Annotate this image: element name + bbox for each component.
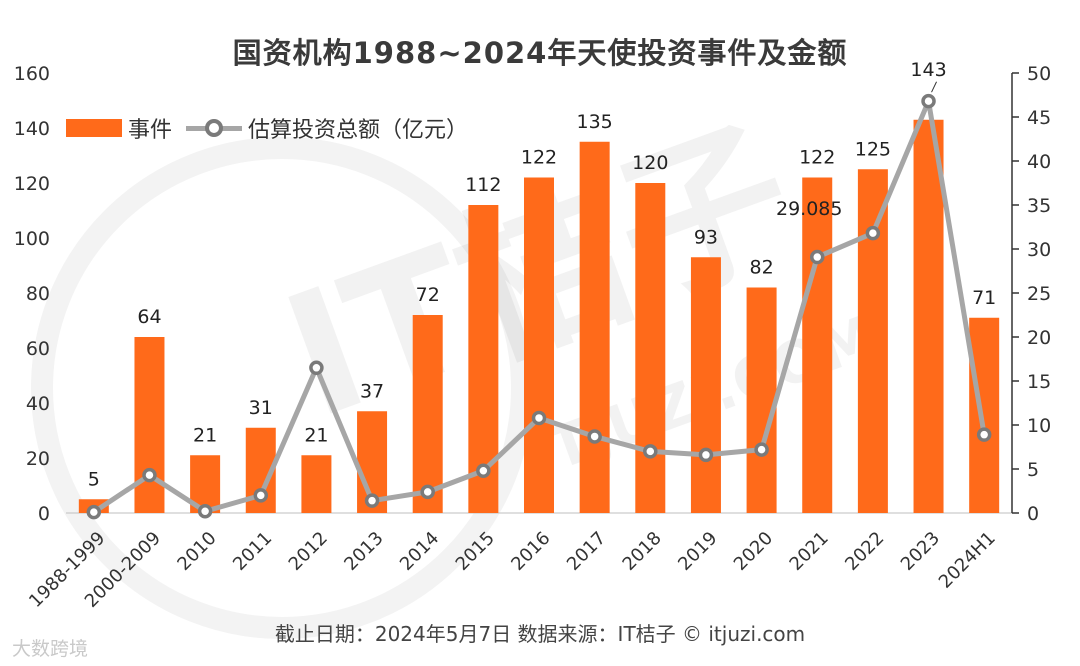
line-point [643,444,658,459]
line-point [420,484,435,500]
bar-label-leader [931,81,937,93]
bar [857,169,888,513]
right-axis-tick-label: 40 [1027,151,1051,173]
bar [579,141,610,513]
legend: 事件 估算投资总额（亿元） [66,112,468,144]
bar [913,119,944,513]
x-axis-tick-label: 2020 [730,528,777,575]
line-point [754,442,769,457]
line-point [309,360,324,376]
left-axis-tick-label: 120 [14,173,50,195]
bar-series [78,119,1000,513]
right-axis-tick-label: 45 [1027,107,1051,129]
bar [746,287,777,513]
bar [802,177,833,513]
left-axis-tick-label: 80 [26,283,50,305]
bar [524,177,554,513]
bar-value-label: 143 [910,59,946,81]
bar-value-label: 122 [799,147,835,169]
bar-value-label: 93 [694,226,718,248]
left-axis-tick-label: 60 [26,338,50,360]
line-point [698,447,714,463]
x-axis-tick-label: 2017 [563,528,610,575]
bar [412,315,443,513]
bar-value-label: 71 [972,287,996,309]
line-point [142,467,157,483]
line-series: 29.085 [86,93,992,520]
x-axis-tick-label: 2021 [786,528,833,575]
line-point [976,427,992,442]
bar-value-label: 125 [855,138,891,160]
left-axis-tick-label: 40 [26,393,50,415]
line-point [921,93,936,109]
x-axis-tick-label: 2018 [619,528,666,575]
legend-bar-label: 事件 [128,118,173,143]
left-axis-tick-label: 160 [14,63,50,85]
bar-value-label: 21 [304,424,328,446]
right-axis-tick-label: 15 [1027,371,1051,393]
right-axis-tick-label: 20 [1027,327,1051,349]
bar-value-label: 31 [249,397,273,419]
bar-value-label: 135 [577,111,613,133]
left-axis-tick-label: 20 [26,448,50,470]
x-axis-tick-label: 2016 [507,528,554,575]
bar-value-label: 112 [465,174,501,196]
x-axis-tick-label: 2010 [173,528,220,575]
legend-bar-swatch [66,119,122,137]
bar-value-label: 82 [749,257,773,279]
bar-value-labels: 5 64 21 31 21 37 72 112 122 135 120 93 82 122 125 143 71 [88,59,996,491]
line-point [587,429,602,444]
right-axis-tick-label: 30 [1027,239,1051,261]
line-point [865,225,881,241]
line-point [531,410,547,426]
x-axis-tick-label: 2022 [841,528,888,575]
x-axis-tick-label: 2013 [340,528,387,575]
right-axis-tick-label: 35 [1027,195,1051,217]
right-axis-tick-label: 0 [1027,503,1039,525]
right-axis-tick-label: 25 [1027,283,1051,305]
left-axis-tick-label: 140 [14,118,50,140]
legend-line-swatch [186,119,243,137]
axes: 0 20 40 60 80 100 120 140 160 0 5 10 15 20 25 30 35 40 45 5… [14,63,1051,525]
line-point [197,503,213,519]
chart-title: 国资机构1988~2024年天使投资事件及金额 [232,36,848,70]
left-axis-tick-label: 100 [14,228,50,250]
bar-value-label: 120 [632,152,668,174]
bar-value-label: 72 [416,284,440,306]
bar-value-label: 37 [360,380,384,402]
x-axis-tick-label: 2011 [229,528,276,575]
bar [301,455,332,513]
right-axis-tick-label: 10 [1027,415,1051,437]
line-point [86,504,102,520]
right-axis-tick-label: 50 [1027,63,1051,85]
x-axis-tick-label: 2023 [897,528,944,575]
bar [134,337,165,513]
legend-line-label: 估算投资总额（亿元） [248,118,469,143]
line-point [364,493,380,508]
bar [635,183,666,513]
line-point [809,249,825,265]
x-axis-tick-label: 2012 [285,528,332,575]
source-footer: 截止日期：2024年5月7日 数据来源：IT桔子 © itjuzi.com [274,622,806,646]
right-axis-tick-label: 5 [1027,459,1039,481]
bar-value-label: 21 [193,424,217,446]
bar-value-label: 64 [137,306,161,328]
bar [969,317,1000,513]
left-axis-tick-label: 0 [38,503,50,525]
line-point [253,488,269,503]
bar-value-label: 122 [521,147,557,169]
bar [690,257,721,513]
line-point-label: 29.085 [776,198,842,220]
bar-value-label: 5 [88,468,100,490]
corner-watermark: 大数跨境 [12,638,89,660]
x-axis-tick-label: 2019 [674,528,721,575]
x-axis-tick-label: 2024H1 [935,528,1000,593]
line-point [476,463,491,479]
